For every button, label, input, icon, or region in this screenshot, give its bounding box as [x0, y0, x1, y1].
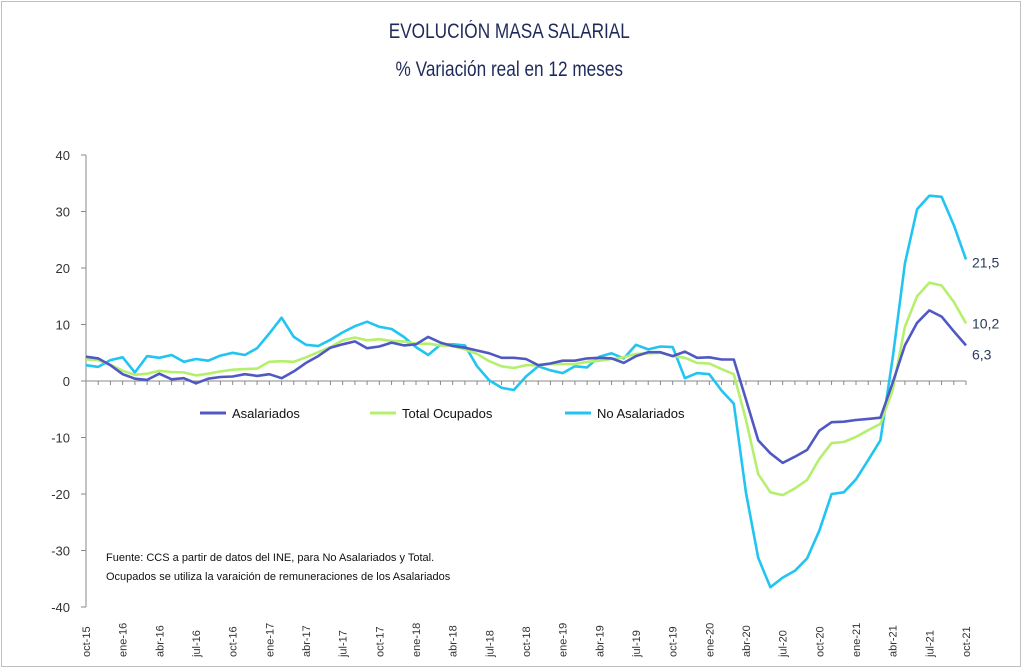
- chart-subtitle: % Variación real en 12 meses: [395, 58, 624, 81]
- legend-label: Asalariados: [232, 406, 300, 421]
- x-tick-label: abr-17: [301, 625, 313, 657]
- source-note: Fuente: CCS a partir de datos del INE, p…: [106, 552, 434, 564]
- x-tick-label: jul-17: [338, 630, 350, 658]
- x-tick-label: abr-19: [594, 625, 606, 657]
- series-line: [85, 281, 968, 497]
- x-tick-label: ene-21: [851, 623, 863, 657]
- y-tick-label: -40: [51, 600, 70, 615]
- x-tick-label: oct-16: [228, 626, 240, 657]
- x-tick-label: jul-20: [778, 630, 790, 658]
- x-tick-label: ene-20: [704, 623, 716, 657]
- y-tick-label: -20: [51, 487, 70, 502]
- x-tick-label: oct-19: [668, 626, 680, 657]
- x-tick-label: abr-20: [741, 625, 753, 657]
- x-tick-label: oct-15: [81, 626, 93, 657]
- x-tick-label: ene-16: [118, 623, 130, 657]
- x-tick-label: oct-21: [961, 626, 973, 657]
- x-tick-label: jul-16: [191, 630, 203, 658]
- y-tick-label: 40: [56, 148, 70, 163]
- x-tick-label: oct-20: [814, 626, 826, 657]
- x-tick-label: ene-18: [411, 623, 423, 657]
- x-tick-label: abr-21: [888, 625, 900, 657]
- end-value-label: 10,2: [972, 315, 999, 331]
- source-note: Ocupados se utiliza la varaición de remu…: [106, 571, 451, 583]
- x-tick-label: abr-16: [154, 625, 166, 657]
- end-value-label: 21,5: [972, 255, 999, 271]
- y-tick-label: 0: [63, 374, 70, 389]
- series-line: [85, 309, 967, 465]
- x-tick-label: jul-18: [484, 630, 496, 658]
- y-tick-label: -10: [51, 431, 70, 446]
- end-value-label: 6,3: [972, 346, 992, 362]
- x-tick-label: jul-19: [631, 630, 643, 658]
- chart-title: EVOLUCIÓN MASA SALARIAL: [388, 20, 630, 43]
- y-tick-label: -30: [51, 544, 70, 559]
- x-tick-label: abr-18: [448, 625, 460, 657]
- y-tick-label: 10: [56, 318, 70, 333]
- x-tick-label: oct-18: [521, 626, 533, 657]
- y-tick-label: 30: [56, 205, 70, 220]
- x-tick-label: oct-17: [374, 626, 386, 657]
- legend-label: No Asalariados: [597, 406, 685, 421]
- y-tick-label: 20: [56, 261, 70, 276]
- x-tick-label: ene-19: [558, 623, 570, 657]
- series-line: [85, 194, 968, 589]
- legend-label: Total Ocupados: [402, 406, 493, 421]
- x-tick-label: jul-21: [924, 630, 936, 658]
- x-tick-label: ene-17: [264, 623, 276, 657]
